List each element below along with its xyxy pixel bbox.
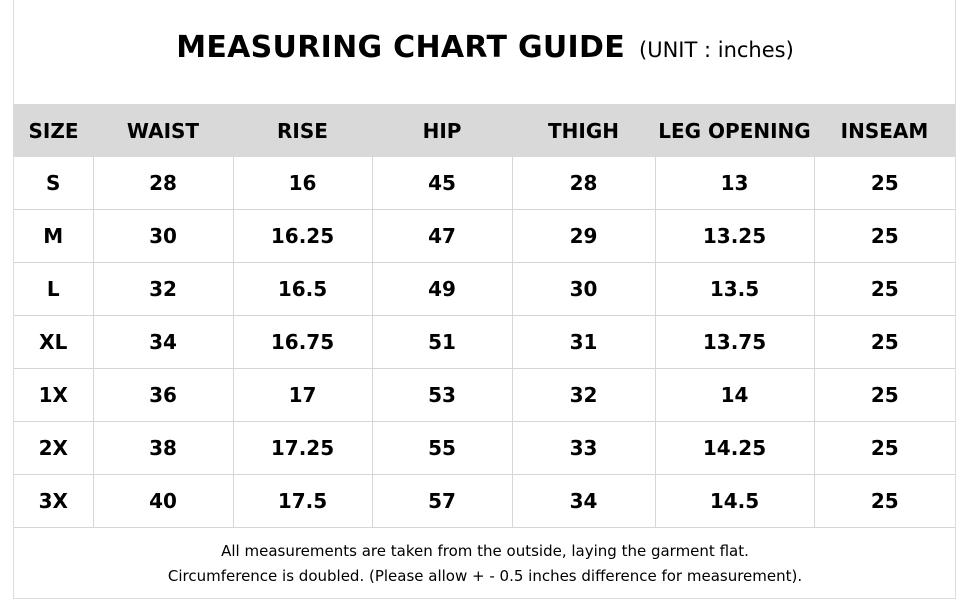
title-row: MEASURING CHART GUIDE (UNIT : inches) bbox=[0, 30, 970, 65]
cell-waist: 34 bbox=[92, 315, 234, 369]
header-size: SIZE bbox=[14, 104, 93, 157]
page-title: MEASURING CHART GUIDE bbox=[176, 30, 626, 65]
cell-waist: 28 bbox=[92, 157, 234, 210]
chart-frame bbox=[13, 0, 956, 599]
cell-thigh: 31 bbox=[511, 315, 656, 369]
cell-inseam: 25 bbox=[813, 315, 955, 369]
cell-leg-opening: 13 bbox=[654, 157, 815, 210]
table-row: 1X 36 17 53 32 14 25 bbox=[14, 368, 955, 422]
cell-waist: 38 bbox=[92, 421, 234, 475]
header-hip: HIP bbox=[372, 104, 512, 157]
cell-rise: 17.5 bbox=[232, 474, 373, 528]
cell-waist: 32 bbox=[92, 262, 234, 316]
cell-thigh: 29 bbox=[511, 209, 656, 263]
header-rise: RISE bbox=[233, 104, 372, 157]
cell-size: L bbox=[14, 262, 94, 316]
cell-size: 2X bbox=[14, 421, 94, 475]
notes: All measurements are taken from the outs… bbox=[0, 539, 970, 589]
cell-waist: 36 bbox=[92, 368, 234, 422]
cell-hip: 57 bbox=[371, 474, 513, 528]
header-thigh: THIGH bbox=[512, 104, 655, 157]
cell-rise: 16 bbox=[232, 157, 373, 210]
cell-inseam: 25 bbox=[813, 157, 955, 210]
cell-waist: 30 bbox=[92, 209, 234, 263]
size-table: SIZE WAIST RISE HIP THIGH LEG OPENING IN… bbox=[14, 104, 955, 528]
cell-inseam: 25 bbox=[813, 209, 955, 263]
cell-size: 3X bbox=[14, 474, 94, 528]
header-leg-opening: LEG OPENING bbox=[655, 104, 814, 157]
cell-thigh: 33 bbox=[511, 421, 656, 475]
cell-size: M bbox=[14, 209, 94, 263]
cell-leg-opening: 13.75 bbox=[654, 315, 815, 369]
cell-waist: 40 bbox=[92, 474, 234, 528]
cell-leg-opening: 13.5 bbox=[654, 262, 815, 316]
cell-thigh: 32 bbox=[511, 368, 656, 422]
cell-inseam: 25 bbox=[813, 421, 955, 475]
cell-thigh: 30 bbox=[511, 262, 656, 316]
note-line-1: All measurements are taken from the outs… bbox=[221, 542, 749, 560]
header-waist: WAIST bbox=[93, 104, 233, 157]
cell-hip: 47 bbox=[371, 209, 513, 263]
cell-leg-opening: 14 bbox=[654, 368, 815, 422]
cell-hip: 51 bbox=[371, 315, 513, 369]
table-row: XL 34 16.75 51 31 13.75 25 bbox=[14, 315, 955, 369]
cell-size: 1X bbox=[14, 368, 94, 422]
cell-rise: 17.25 bbox=[232, 421, 373, 475]
cell-inseam: 25 bbox=[813, 262, 955, 316]
cell-leg-opening: 14.5 bbox=[654, 474, 815, 528]
note-line-2: Circumference is doubled. (Please allow … bbox=[167, 567, 803, 585]
cell-inseam: 25 bbox=[813, 474, 955, 528]
cell-leg-opening: 13.25 bbox=[654, 209, 815, 263]
cell-thigh: 28 bbox=[511, 157, 656, 210]
cell-thigh: 34 bbox=[511, 474, 656, 528]
cell-inseam: 25 bbox=[813, 368, 955, 422]
cell-hip: 55 bbox=[371, 421, 513, 475]
header-row: SIZE WAIST RISE HIP THIGH LEG OPENING IN… bbox=[14, 104, 955, 157]
cell-rise: 16.75 bbox=[232, 315, 373, 369]
cell-hip: 53 bbox=[371, 368, 513, 422]
table-row: S 28 16 45 28 13 25 bbox=[14, 157, 955, 210]
cell-hip: 45 bbox=[371, 157, 513, 210]
cell-size: S bbox=[14, 157, 94, 210]
unit-label: (UNIT : inches) bbox=[639, 38, 794, 62]
table-row: 3X 40 17.5 57 34 14.5 25 bbox=[14, 474, 955, 528]
header-inseam: INSEAM bbox=[814, 104, 955, 157]
cell-size: XL bbox=[14, 315, 94, 369]
cell-hip: 49 bbox=[371, 262, 513, 316]
cell-rise: 16.5 bbox=[232, 262, 373, 316]
cell-leg-opening: 14.25 bbox=[654, 421, 815, 475]
table-row: M 30 16.25 47 29 13.25 25 bbox=[14, 209, 955, 263]
table-row: 2X 38 17.25 55 33 14.25 25 bbox=[14, 421, 955, 475]
cell-rise: 17 bbox=[232, 368, 373, 422]
cell-rise: 16.25 bbox=[232, 209, 373, 263]
table-row: L 32 16.5 49 30 13.5 25 bbox=[14, 262, 955, 316]
